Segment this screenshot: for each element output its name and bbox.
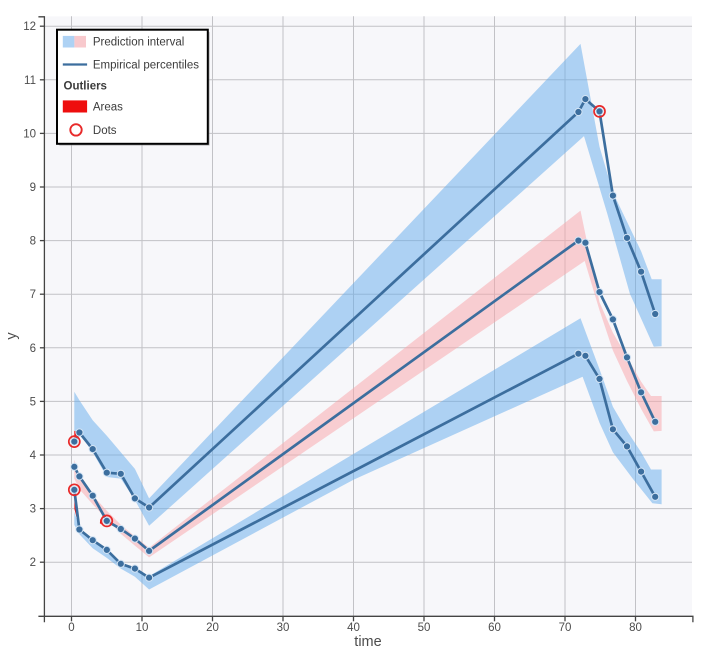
svg-text:Dots: Dots (93, 125, 117, 137)
svg-text:Prediction interval: Prediction interval (93, 37, 184, 49)
svg-text:time: time (354, 634, 381, 650)
svg-text:Areas: Areas (93, 101, 123, 113)
svg-text:12: 12 (23, 21, 36, 33)
svg-text:70: 70 (559, 622, 572, 634)
svg-text:40: 40 (347, 622, 360, 634)
svg-text:6: 6 (30, 343, 36, 355)
svg-text:10: 10 (23, 128, 36, 140)
svg-text:Outliers: Outliers (64, 80, 107, 92)
svg-text:3: 3 (30, 504, 36, 516)
svg-text:7: 7 (30, 289, 36, 301)
svg-text:Empirical percentiles: Empirical percentiles (93, 59, 199, 71)
svg-text:0: 0 (68, 622, 74, 634)
svg-text:2: 2 (30, 557, 36, 569)
svg-text:y: y (4, 332, 20, 340)
svg-text:9: 9 (30, 182, 36, 194)
svg-text:30: 30 (277, 622, 290, 634)
svg-text:60: 60 (488, 622, 501, 634)
svg-text:80: 80 (629, 622, 642, 634)
svg-text:10: 10 (136, 622, 149, 634)
svg-text:50: 50 (418, 622, 431, 634)
svg-text:4: 4 (30, 450, 37, 462)
svg-text:20: 20 (206, 622, 219, 634)
svg-text:11: 11 (24, 75, 36, 87)
svg-text:8: 8 (30, 236, 36, 248)
svg-text:5: 5 (30, 396, 36, 408)
